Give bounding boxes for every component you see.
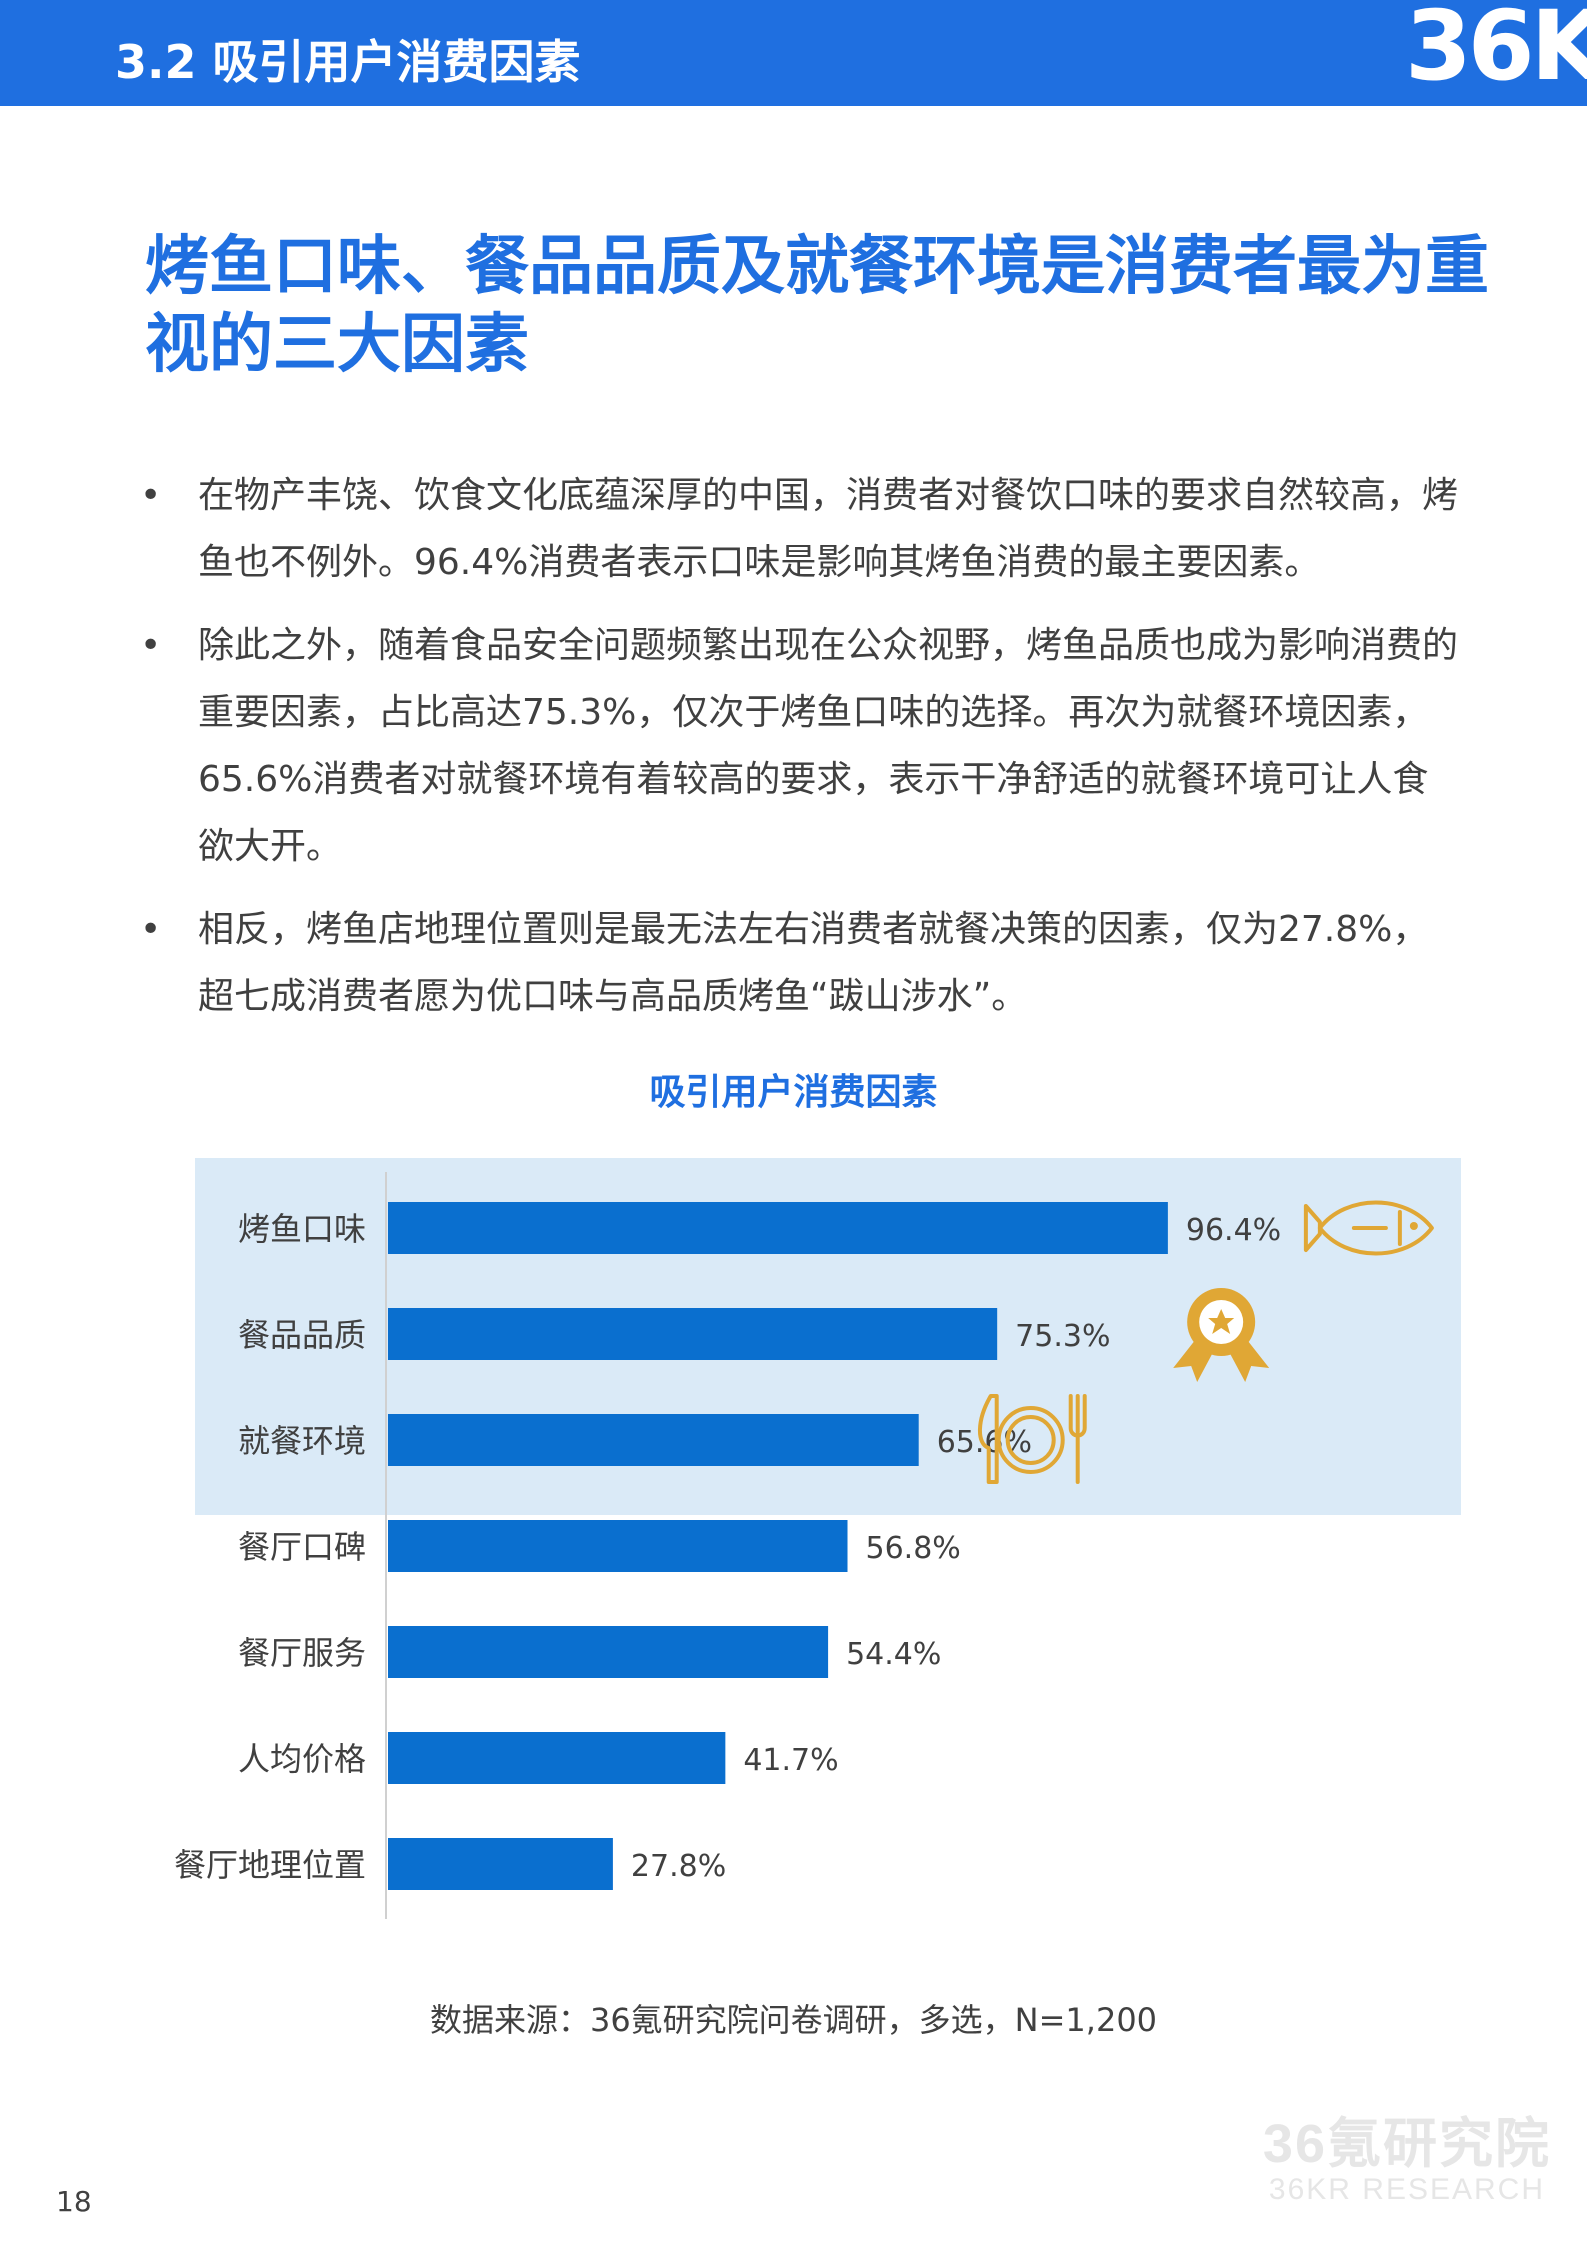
- bar: [388, 1202, 1168, 1254]
- category-label: 餐厅服务: [238, 1634, 366, 1672]
- bar: [388, 1838, 613, 1890]
- chart-title: 吸引用户消费因素: [649, 1072, 938, 1113]
- medal-icon: [1173, 1288, 1270, 1382]
- plate-inner: [1005, 1415, 1056, 1465]
- header-bar: 3.2 吸引用户消费因素 36Kr: [0, 0, 1587, 106]
- value-label: 41.7%: [743, 1743, 838, 1778]
- bullet-list: • 在物产丰饶、饮食文化底蕴深厚的中国，消费者对餐饮口味的要求自然较高，烤鱼也不…: [140, 462, 1460, 1046]
- fish-tail: [1303, 1204, 1322, 1252]
- bullet-text: 相反，烤鱼店地理位置则是最无法左右消费者就餐决策的因素，仅为27.8%，超七成消…: [198, 909, 1429, 1017]
- tableware-icon: [977, 1394, 1087, 1484]
- bar: [388, 1520, 848, 1572]
- section-title: 3.2 吸引用户消费因素: [115, 35, 581, 89]
- data-source-note: 数据来源：36氪研究院问卷调研，多选，N=1,200: [429, 2001, 1158, 2039]
- knife: [977, 1394, 999, 1484]
- value-label: 54.4%: [846, 1637, 941, 1672]
- category-label: 餐品品质: [238, 1316, 366, 1354]
- category-label: 餐厅口碑: [238, 1528, 366, 1566]
- bar: [388, 1308, 998, 1360]
- value-label: 96.4%: [1186, 1213, 1281, 1248]
- bullet-item: • 除此之外，随着食品安全问题频繁出现在公众视野，烤鱼品质也成为影响消费的重要因…: [140, 612, 1460, 880]
- page-number: 18: [56, 2185, 92, 2218]
- bullet-text: 在物产丰饶、饮食文化底蕴深厚的中国，消费者对餐饮口味的要求自然较高，烤鱼也不例外…: [198, 475, 1459, 583]
- watermark: 36氪研究院 36KR RESEARCH: [1263, 2115, 1551, 2207]
- bullet-text: 除此之外，随着食品安全问题频繁出现在公众视野，烤鱼品质也成为影响消费的重要因素，…: [198, 625, 1459, 867]
- watermark-line1: 36氪研究院: [1262, 2114, 1551, 2174]
- watermark-line2: 36KR RESEARCH: [1268, 2173, 1545, 2206]
- bullet-marker: •: [140, 475, 162, 516]
- fork: [1068, 1394, 1087, 1484]
- bullet-item: • 相反，烤鱼店地理位置则是最无法左右消费者就餐决策的因素，仅为27.8%，超七…: [140, 896, 1460, 1030]
- category-label: 就餐环境: [238, 1422, 366, 1460]
- bar: [388, 1626, 829, 1678]
- category-label: 人均价格: [238, 1740, 366, 1778]
- bar: [388, 1414, 919, 1466]
- fish-icon: [1303, 1200, 1434, 1256]
- value-label: 75.3%: [1015, 1319, 1110, 1354]
- plate-outer: [996, 1406, 1065, 1474]
- page-headline: 烤鱼口味、餐品品质及就餐环境是消费者最为重视的三大因素: [145, 230, 1489, 382]
- value-label: 27.8%: [631, 1849, 726, 1884]
- category-label: 烤鱼口味: [238, 1210, 366, 1248]
- logo: 36Kr: [1387, 0, 1587, 106]
- bar: [388, 1732, 726, 1784]
- category-label: 餐厅地理位置: [174, 1846, 366, 1884]
- logo-text: 36Kr: [1405, 0, 1587, 102]
- bullet-item: • 在物产丰饶、饮食文化底蕴深厚的中国，消费者对餐饮口味的要求自然较高，烤鱼也不…: [140, 462, 1460, 596]
- fish-eye: [1409, 1222, 1418, 1230]
- medal-star: [1208, 1309, 1235, 1334]
- value-label: 56.8%: [866, 1531, 961, 1566]
- fish-body: [1317, 1200, 1434, 1256]
- bullet-marker: •: [140, 909, 162, 950]
- bullet-marker: •: [140, 625, 162, 666]
